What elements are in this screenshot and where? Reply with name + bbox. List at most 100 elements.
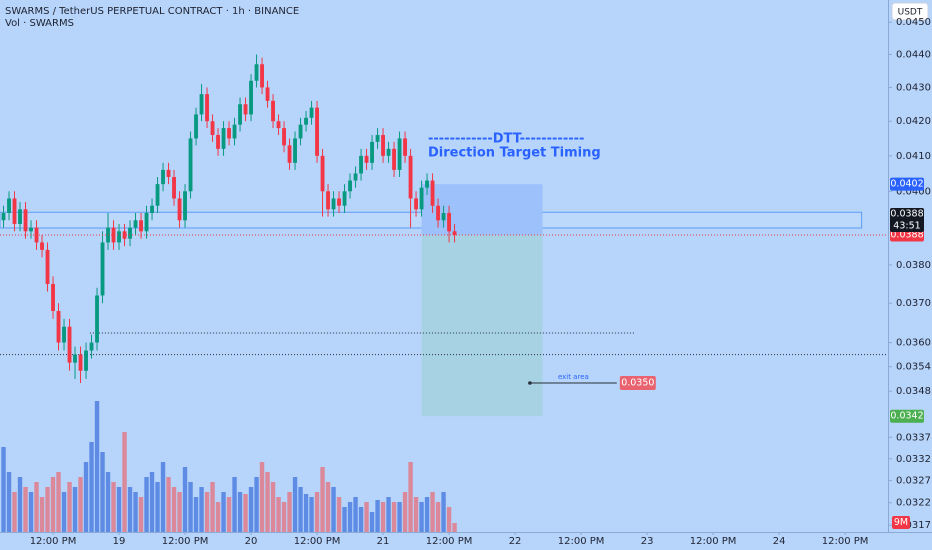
- volume-bar: [89, 442, 94, 532]
- volume-bar: [182, 467, 188, 532]
- candle-body: [133, 220, 138, 228]
- y-tick-label: 0.0430: [896, 82, 931, 93]
- volume-bar: [61, 492, 67, 532]
- x-tick-label: 19: [113, 536, 126, 547]
- candle-body: [40, 242, 44, 250]
- volume-bar: [265, 472, 270, 532]
- volume-bar: [188, 482, 193, 532]
- candle-body: [161, 169, 165, 185]
- candle-body: [414, 198, 418, 210]
- candle-body: [293, 138, 297, 163]
- volume-bar: [226, 497, 232, 532]
- volume-bar: [111, 482, 116, 532]
- volume-bar: [419, 502, 424, 532]
- volume-bar: [122, 432, 127, 532]
- candle-body: [337, 198, 341, 206]
- exit-price-label: 0.0350: [621, 378, 654, 389]
- target-label-box: [890, 409, 924, 423]
- stop-label: 0.0402: [890, 179, 923, 190]
- candle-body: [397, 138, 402, 170]
- volume-bar: [1, 447, 6, 532]
- volume-label-box: [892, 516, 910, 529]
- y-tick-label: 0.0317: [896, 520, 931, 531]
- candle-body: [216, 134, 220, 149]
- annotation-text: Direction Target Timing: [428, 146, 601, 161]
- candle-body: [447, 212, 451, 232]
- volume-bar: [193, 497, 199, 532]
- candle-body: [84, 350, 88, 371]
- candle-body: [419, 187, 424, 210]
- candle-body: [364, 155, 369, 163]
- y-tick-label: 0.0348: [896, 386, 931, 397]
- position-target-zone: [421, 235, 543, 417]
- y-tick-label: 0.0322: [896, 498, 931, 509]
- candle-body: [122, 231, 127, 239]
- volume-bar: [424, 497, 430, 532]
- candle-body: [441, 212, 446, 221]
- volume-bar: [127, 487, 133, 532]
- candle-body: [381, 134, 385, 156]
- last-price-label: 0.0388: [890, 209, 923, 220]
- candle-body: [144, 212, 149, 232]
- candle-body: [298, 124, 303, 139]
- candle-body: [326, 191, 330, 210]
- candle-body: [282, 128, 286, 146]
- x-tick-label: 24: [773, 536, 786, 547]
- volume-bar: [23, 487, 28, 532]
- volume-bar: [314, 492, 320, 532]
- candle-body: [265, 87, 270, 101]
- volume-bar: [50, 477, 56, 532]
- candle-body: [89, 342, 94, 351]
- volume-bar: [342, 507, 347, 532]
- volume-bar: [320, 467, 325, 532]
- candle-body: [243, 104, 248, 115]
- volume-bar: [160, 462, 166, 532]
- exit-dot: [528, 381, 532, 385]
- stop-label-box: [890, 177, 924, 191]
- candle-body: [403, 138, 407, 156]
- volume-bar: [380, 502, 386, 532]
- volume-bar: [144, 477, 149, 532]
- candle-body: [62, 326, 66, 343]
- y-tick-label: 0.0327: [896, 476, 931, 487]
- x-tick-label: 21: [377, 536, 390, 547]
- volume-bar: [56, 472, 61, 532]
- volume-bar: [276, 497, 281, 532]
- volume-bar: [166, 477, 171, 532]
- candle-body: [425, 180, 429, 188]
- volume-bar: [292, 477, 298, 532]
- currency-button[interactable]: [891, 2, 929, 21]
- volume-bar: [149, 472, 155, 532]
- volume-bar: [430, 492, 435, 532]
- volume-bar: [171, 487, 177, 532]
- volume-bar: [133, 492, 138, 532]
- candle-body: [199, 94, 204, 115]
- last-price-box: [890, 208, 924, 233]
- volume-bar: [364, 502, 369, 532]
- x-tick-label: 12:00 PM: [30, 536, 77, 547]
- candle-body: [29, 227, 33, 232]
- currency-label[interactable]: USDT: [898, 8, 923, 18]
- candle-body: [166, 169, 171, 177]
- volume-bar: [45, 487, 50, 532]
- volume-bar: [177, 492, 182, 532]
- candle-body: [392, 148, 396, 170]
- volume-bar: [309, 497, 314, 532]
- candle-body: [342, 191, 347, 206]
- volume-bar: [435, 502, 441, 532]
- candle-body: [95, 295, 99, 343]
- volume-bar: [221, 492, 226, 532]
- volume-bar: [254, 477, 259, 532]
- volume-bar: [39, 497, 45, 532]
- volume-bar: [72, 487, 78, 532]
- candle-body: [408, 155, 413, 199]
- y-tick-label: 0.0337: [896, 432, 931, 443]
- candle-body: [348, 180, 352, 192]
- volume-bar: [67, 482, 72, 532]
- plot: [0, 54, 888, 532]
- volume-bar: [287, 492, 292, 532]
- candle-body: [430, 180, 435, 206]
- candle-body: [315, 107, 319, 156]
